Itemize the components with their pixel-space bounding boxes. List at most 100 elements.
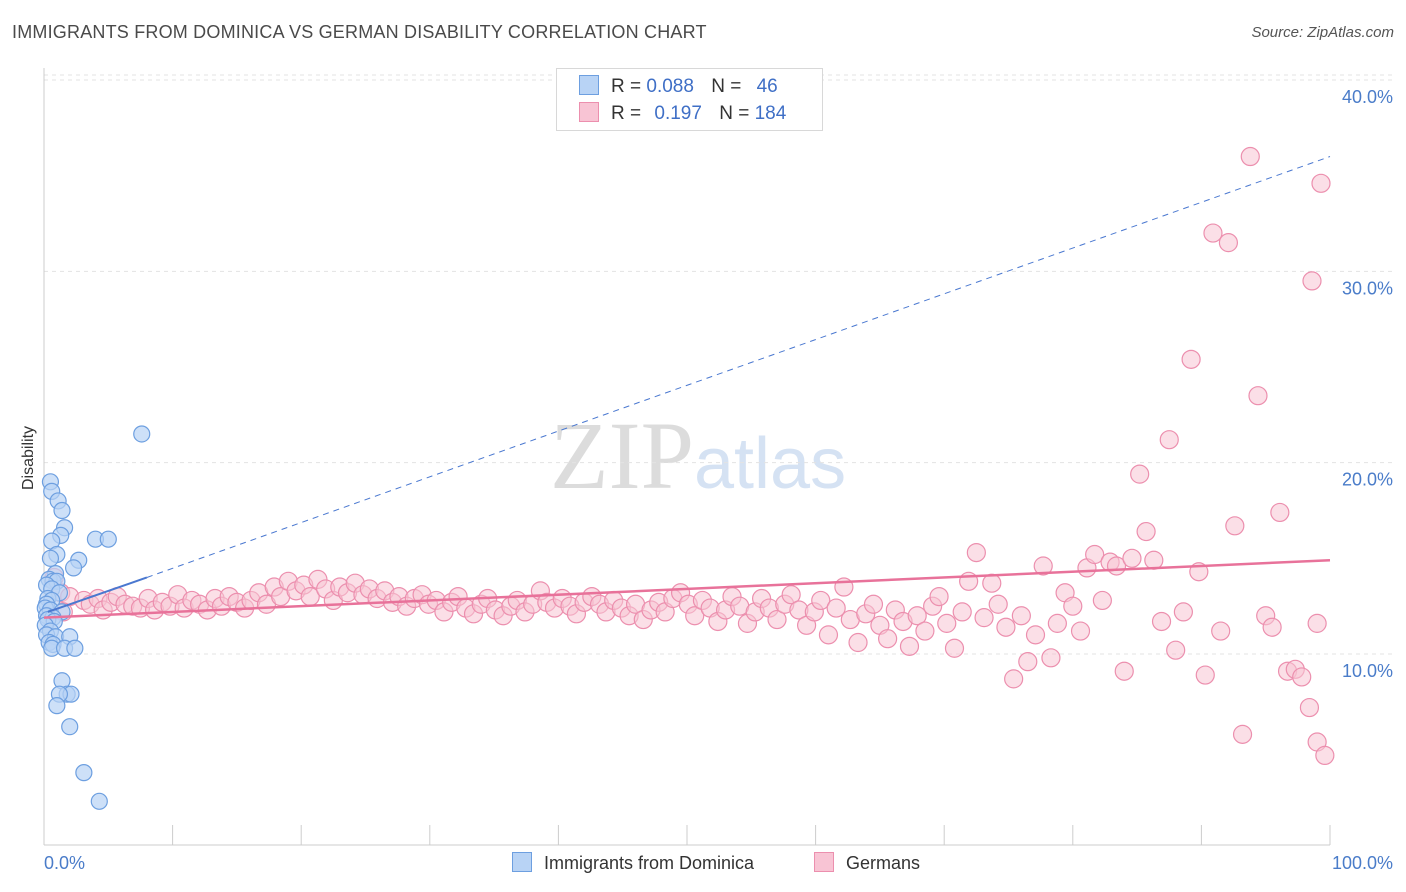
trend-lines — [43, 156, 1331, 619]
germans-point — [685, 606, 705, 626]
germans-point — [1114, 661, 1134, 681]
dominica-legend-swatch — [512, 852, 532, 872]
dominica-trend-line — [47, 576, 148, 613]
legend-item-dominica: Immigrants from Dominica — [512, 852, 754, 874]
x-tick-label-max: 100.0% — [1332, 853, 1393, 873]
germans-legend-swatch — [814, 852, 834, 872]
germans-trend-line — [43, 558, 1331, 619]
x-tick-label-min: 0.0% — [44, 853, 85, 873]
dominica-point — [90, 792, 108, 810]
stats-legend: R = 0.088 N = 46 R = 0.197 N = 184 — [556, 68, 823, 131]
dominica-point — [133, 425, 151, 443]
germans-point — [1063, 596, 1083, 616]
germans-point — [996, 617, 1016, 637]
germans-swatch — [579, 102, 599, 122]
germans-point — [1136, 521, 1156, 542]
y-tick-label: 10.0% — [1342, 661, 1393, 681]
stats-row-dominica: R = 0.088 N = 46 — [579, 75, 778, 99]
germans-point — [1025, 625, 1046, 645]
germans-point — [944, 638, 965, 658]
germans-point — [1218, 233, 1239, 253]
germans-point — [781, 585, 801, 605]
dominica-point — [75, 764, 93, 782]
y-tick-label: 30.0% — [1342, 278, 1393, 298]
n-value: 184 — [754, 103, 787, 124]
germans-point — [848, 632, 868, 653]
r-value: 0.088 — [646, 76, 694, 97]
dominica-point — [41, 549, 60, 567]
dominica-point — [48, 697, 66, 715]
germans-point — [1299, 697, 1320, 718]
germans-point — [1262, 617, 1282, 637]
germans-point — [915, 621, 935, 641]
germans-point — [982, 573, 1002, 593]
germans-point — [1173, 602, 1193, 622]
r-label: R = — [611, 76, 642, 97]
legend-label-germans: Germans — [846, 853, 921, 873]
germans-point — [767, 609, 787, 630]
dominica-swatch — [579, 75, 599, 95]
dominica-point — [64, 559, 83, 577]
r-label: R = — [611, 103, 642, 124]
n-value: 46 — [756, 76, 778, 97]
germans-point — [1047, 613, 1067, 633]
germans-point — [1018, 652, 1038, 672]
germans-point — [1302, 271, 1322, 291]
axes — [43, 68, 1331, 846]
r-value: 0.197 — [654, 103, 702, 124]
germans-point — [988, 594, 1008, 614]
legend-item-germans: Germans — [814, 852, 920, 874]
germans-point — [1151, 611, 1172, 632]
germans-point — [929, 586, 949, 607]
tick-labels: 10.0% 20.0% 30.0% 40.0% 0.0% 100.0% Disability — [20, 87, 1393, 873]
germans-point — [1159, 430, 1179, 450]
germans-point — [1225, 516, 1245, 536]
germans-point — [1292, 667, 1312, 687]
n-label: N = — [711, 76, 742, 97]
germans-point — [818, 625, 839, 645]
dominica-points — [36, 425, 151, 810]
dominica-point — [66, 639, 84, 657]
dominica-point — [61, 718, 79, 736]
germans-point — [1166, 640, 1186, 660]
germans-point — [1315, 745, 1335, 766]
germans-point — [1085, 544, 1105, 565]
germans-point — [974, 608, 994, 628]
germans-point — [863, 594, 884, 614]
germans-point — [1195, 665, 1215, 685]
germans-point — [826, 598, 846, 618]
dominica-point — [99, 530, 117, 548]
legend-label-dominica: Immigrants from Dominica — [544, 853, 755, 873]
germans-point — [1070, 621, 1091, 641]
germans-point — [1311, 173, 1331, 193]
germans-point — [1307, 613, 1327, 633]
germans-point — [899, 636, 920, 656]
germans-point — [1004, 669, 1024, 689]
source-label: Source: ZipAtlas.com — [1251, 24, 1394, 41]
germans-point — [1232, 724, 1253, 744]
germans-point — [1011, 606, 1031, 626]
germans-point — [966, 542, 986, 563]
germans-point — [937, 613, 957, 633]
germans-point — [1122, 548, 1142, 568]
dominica-trend-extension — [146, 156, 1331, 578]
germans-point — [1211, 621, 1231, 641]
germans-point — [1033, 556, 1053, 576]
germans-point — [907, 606, 927, 626]
germans-point — [1203, 223, 1223, 243]
y-tick-label: 40.0% — [1342, 87, 1393, 107]
germans-point — [1092, 590, 1112, 611]
germans-point — [1270, 502, 1290, 523]
germans-point — [1240, 146, 1260, 167]
dominica-point — [53, 501, 71, 520]
y-axis-label: Disability — [20, 426, 37, 490]
germans-point — [1144, 550, 1164, 570]
germans-point — [1041, 648, 1061, 668]
germans-point — [811, 590, 831, 611]
chart-title: IMMIGRANTS FROM DOMINICA VS GERMAN DISAB… — [12, 22, 707, 42]
germans-point — [1181, 349, 1201, 369]
germans-points — [44, 146, 1335, 766]
n-label: N = — [719, 103, 750, 124]
germans-point — [952, 602, 972, 622]
